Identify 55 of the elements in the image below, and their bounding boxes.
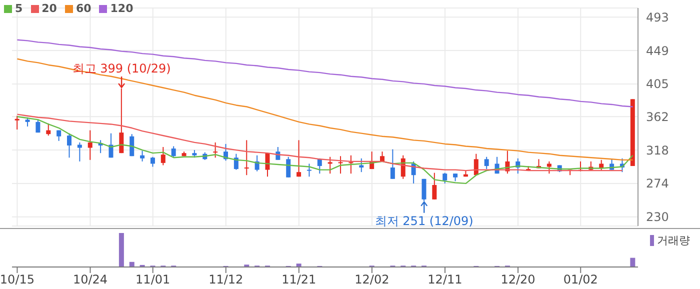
candlestick xyxy=(546,160,552,174)
legend-label: 거래량 xyxy=(657,233,690,248)
candlestick xyxy=(171,146,176,158)
candlestick xyxy=(14,115,20,130)
legend-label: 5 xyxy=(15,2,23,15)
candlestick xyxy=(328,156,332,174)
bar xyxy=(630,258,636,267)
candlestick xyxy=(422,178,426,202)
x-tick-label: 10/15 xyxy=(0,272,35,287)
candlestick xyxy=(150,156,155,168)
y-tick-label: 405 xyxy=(646,77,669,92)
candlestick xyxy=(390,148,395,180)
candlestick xyxy=(67,132,72,158)
y-tick-label: 318 xyxy=(646,143,669,158)
x-tick-label: 12/11 xyxy=(428,272,462,287)
y-tick-label: 230 xyxy=(646,210,669,224)
candlestick xyxy=(140,150,145,162)
x-tick-label: 01/02 xyxy=(563,272,598,287)
candlestick xyxy=(432,172,437,200)
candlestick xyxy=(88,130,92,160)
candlestick xyxy=(234,153,238,170)
line-series xyxy=(16,39,634,108)
candlestick xyxy=(119,88,124,154)
candlestick xyxy=(244,140,249,176)
annotation: 최저 251 (12/09) xyxy=(374,214,474,228)
line-series xyxy=(16,116,634,184)
y-tick-label: 493 xyxy=(646,10,669,24)
legend-label: 60 xyxy=(76,2,92,15)
candlestick xyxy=(77,142,82,162)
line-series xyxy=(16,58,634,161)
y-tick-label: 274 xyxy=(646,176,669,191)
candlestick xyxy=(348,154,354,174)
candlestick xyxy=(46,122,51,136)
x-tick-label: 11/01 xyxy=(136,272,170,287)
candlestick xyxy=(36,119,40,134)
legend-label: 120 xyxy=(110,2,134,15)
x-tick-label: 11/21 xyxy=(282,272,316,287)
y-tick-label: 362 xyxy=(646,110,669,124)
candlestick xyxy=(484,156,489,170)
x-tick-label: 10/24 xyxy=(72,272,108,287)
candlestick xyxy=(25,116,30,127)
candlestick xyxy=(338,156,343,174)
x-tick-label: 12/02 xyxy=(354,272,390,287)
x-tick-label: 11/12 xyxy=(208,272,244,287)
candlestick xyxy=(160,146,166,166)
x-tick-label: 12/20 xyxy=(500,272,536,287)
candlestick xyxy=(442,172,448,184)
candlestick xyxy=(213,142,218,158)
y-tick-label: 449 xyxy=(646,44,669,58)
candlestick xyxy=(286,156,291,178)
legend-label: 20 xyxy=(42,2,57,15)
candlestick xyxy=(296,140,302,178)
bar xyxy=(118,233,124,267)
candlestick xyxy=(306,163,312,178)
candlestick xyxy=(359,158,364,173)
